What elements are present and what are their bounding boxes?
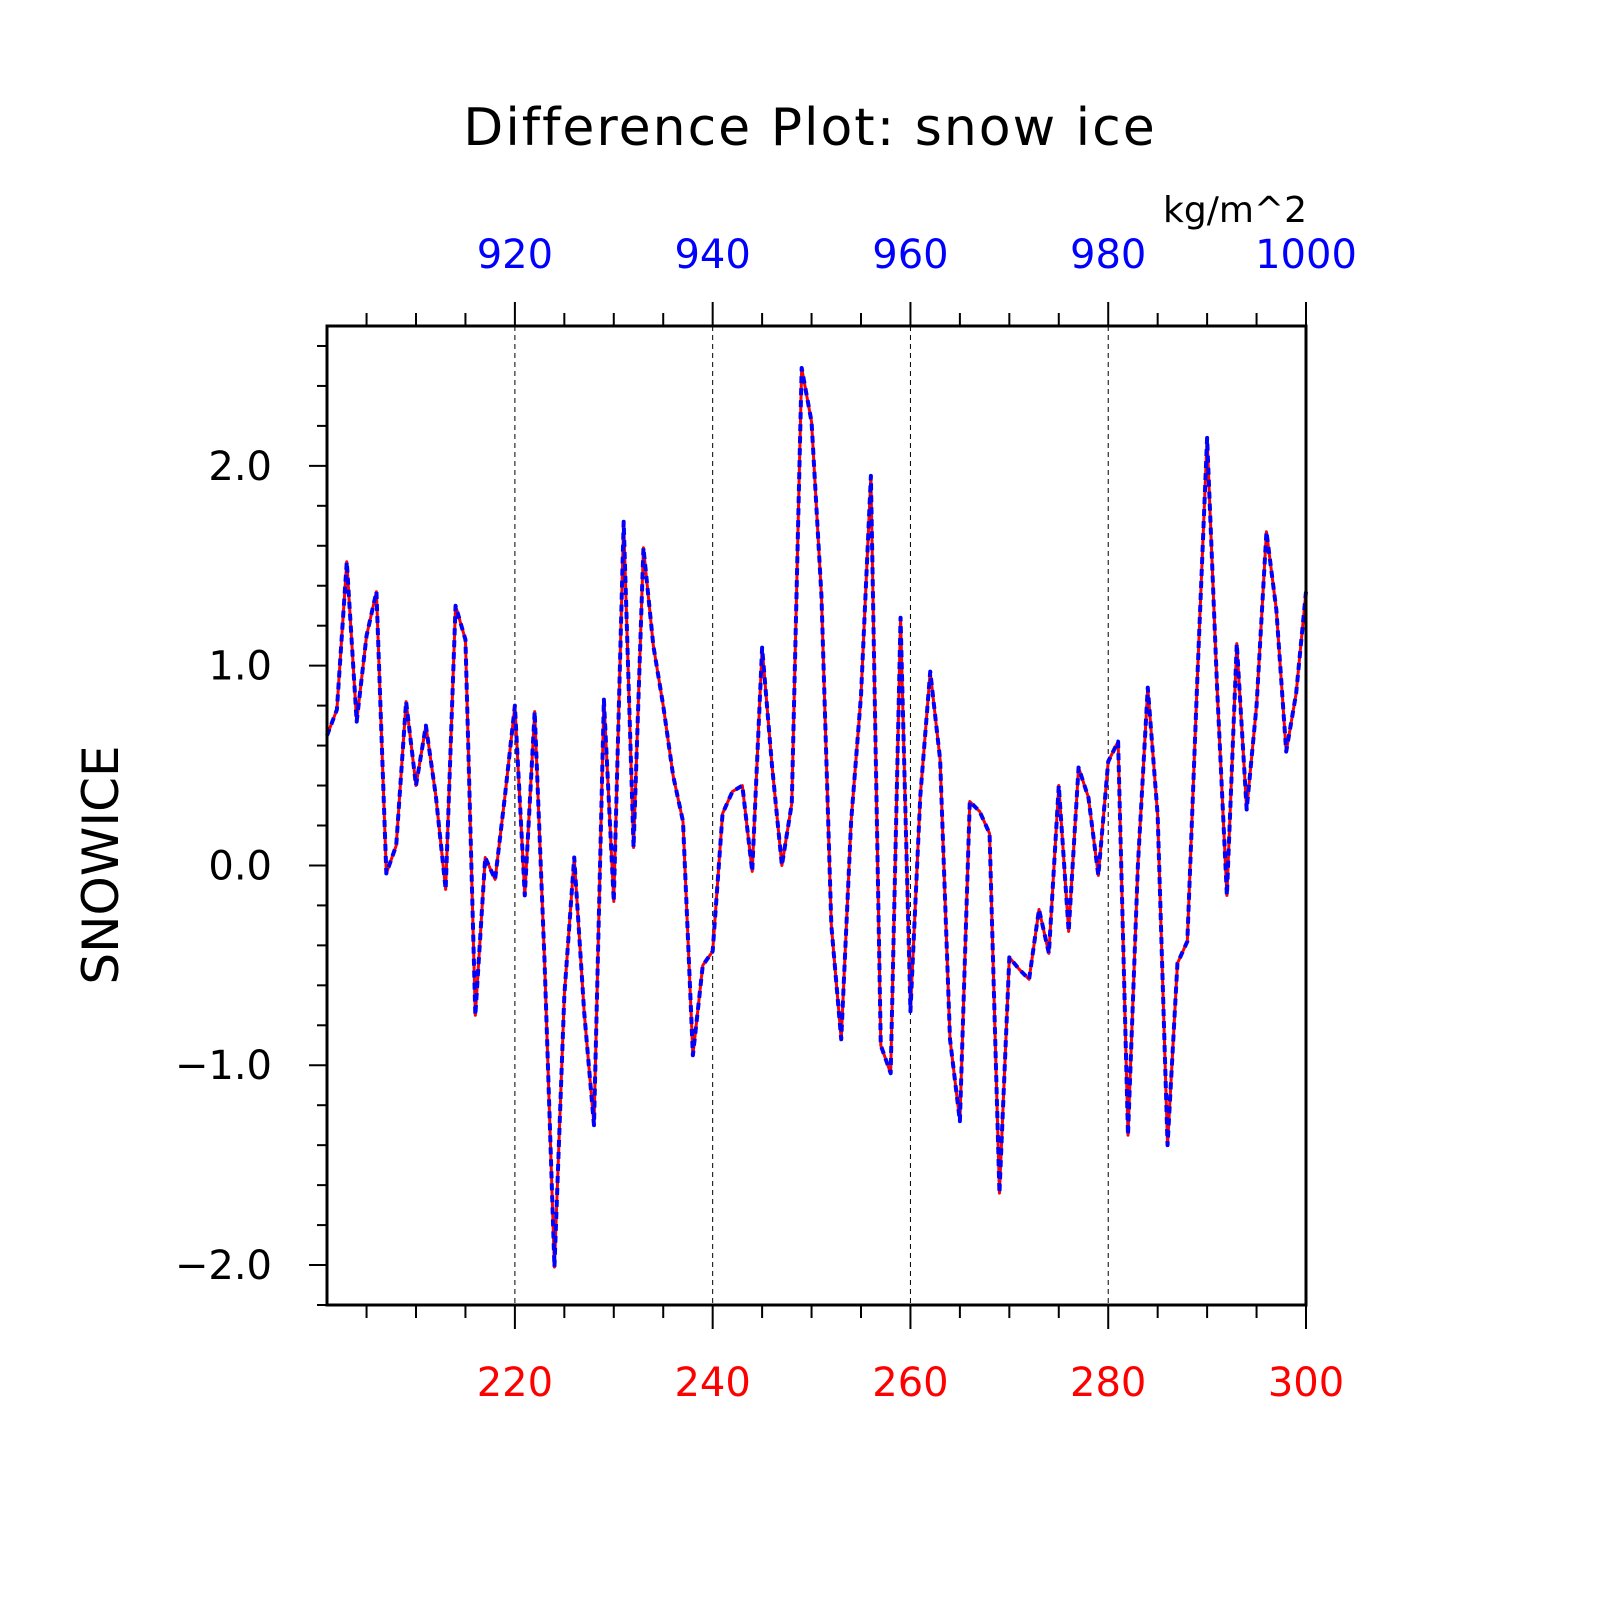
y-tick-label: 0.0 xyxy=(208,843,272,889)
plot-frame xyxy=(325,324,1308,1307)
x-bottom-tick-label: 300 xyxy=(1268,1360,1344,1406)
series-dashed-group xyxy=(325,365,1308,1270)
units-label: kg/m^2 xyxy=(1163,190,1307,231)
x-bottom-tick-label: 260 xyxy=(872,1360,948,1406)
x-top-tick-label: 960 xyxy=(872,232,948,278)
tick-marks xyxy=(309,302,1307,1329)
y-tick-label: 1.0 xyxy=(208,644,272,690)
tick-labels: 2.0 1.0 0.0 −1.0 −2.0 220 240 260 280 300 920 940 96… xyxy=(175,232,1357,1406)
x-top-tick-label: 1000 xyxy=(1255,232,1357,278)
series-line-dashed xyxy=(325,365,1308,1270)
chart-title: Difference Plot: snow ice xyxy=(463,98,1156,158)
x-top-tick-label: 920 xyxy=(477,232,553,278)
y-tick-label: 2.0 xyxy=(208,444,272,490)
x-bottom-tick-label: 240 xyxy=(674,1360,750,1406)
x-bottom-tick-label: 220 xyxy=(477,1360,553,1406)
x-bottom-tick-label: 280 xyxy=(1070,1360,1146,1406)
y-axis-label: SNOWICE xyxy=(72,745,130,984)
x-top-tick-label: 980 xyxy=(1070,232,1146,278)
y-tick-label: −2.0 xyxy=(175,1243,272,1289)
grid-lines xyxy=(514,326,1109,1305)
y-tick-label: −1.0 xyxy=(175,1043,272,1089)
x-top-tick-label: 940 xyxy=(674,232,750,278)
